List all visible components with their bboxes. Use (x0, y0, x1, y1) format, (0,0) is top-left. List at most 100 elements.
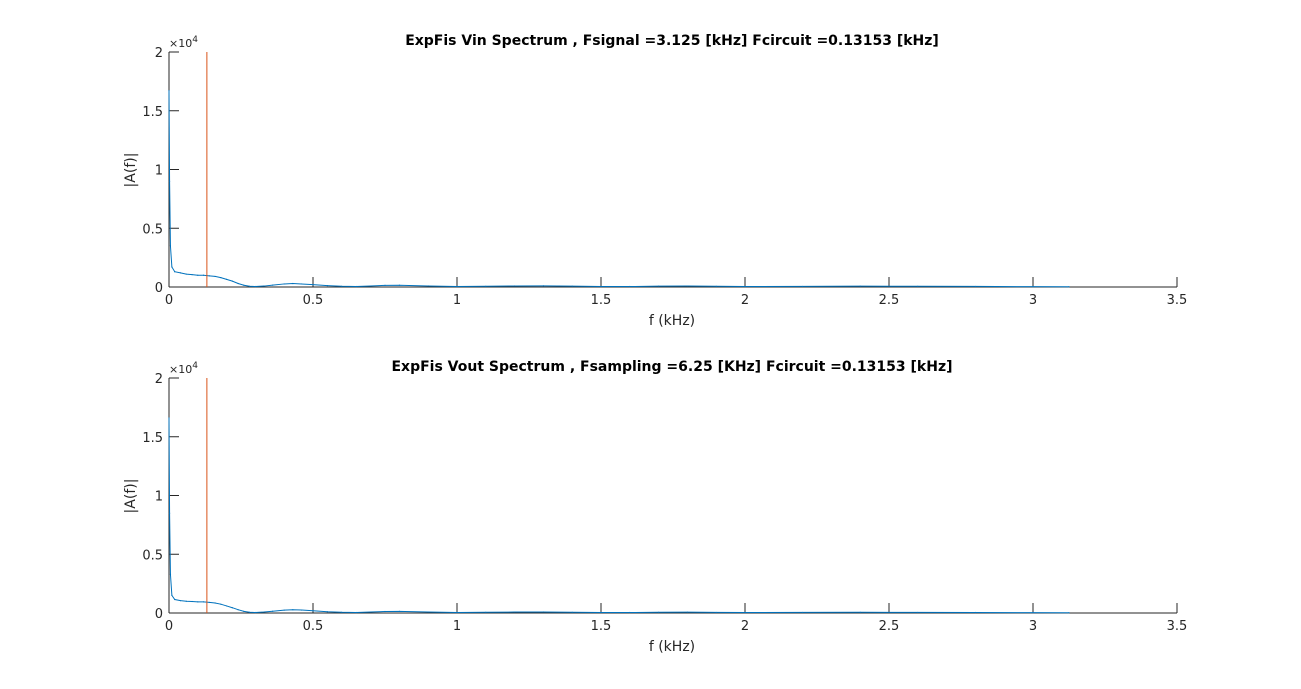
x-tick-label: 3.5 (1167, 293, 1188, 308)
spectrum-point (237, 609, 239, 611)
spectrum-point (398, 284, 400, 286)
spectrum-point (168, 512, 171, 514)
x-tick-label: 1.5 (591, 619, 612, 634)
subplot-vout-ylabel: |A(f)| (123, 479, 139, 514)
spectrum-point (1032, 286, 1034, 288)
spectrum-point (169, 573, 172, 575)
spectrum-point (202, 274, 205, 276)
spectrum-point (1068, 286, 1070, 288)
x-tick-label: 3.5 (1167, 619, 1188, 634)
spectrum-point (292, 282, 294, 285)
spectrum-point (341, 611, 343, 613)
spectrum-point (1032, 612, 1034, 614)
spectrum-point (744, 611, 746, 614)
subplot-vin-xlabel: f (kHz) (649, 313, 695, 329)
y-tick-label: 2 (155, 46, 163, 61)
spectrum-point (191, 600, 193, 603)
spectrum-point (974, 611, 977, 614)
subplot-vout-exponent-power: 4 (192, 361, 198, 371)
spectrum-point (629, 285, 631, 288)
x-tick-label: 1.5 (591, 293, 612, 308)
spectrum-point (231, 280, 233, 282)
spectrum-point (214, 602, 216, 604)
spectrum-point (283, 283, 285, 285)
spectrum-point (427, 285, 429, 287)
spectrum-point (370, 611, 372, 613)
spectrum-point (802, 611, 804, 614)
spectrum-point (456, 285, 458, 288)
spectrum-point (179, 272, 182, 274)
spectrum-point (427, 611, 429, 613)
spectrum-point (917, 285, 919, 287)
y-tick-label: 1 (155, 164, 163, 179)
spectrum-point (917, 611, 919, 614)
spectrum-point (272, 284, 274, 286)
spectrum-point (171, 266, 173, 268)
spectrum-point (168, 180, 171, 182)
spectrum-point (263, 611, 265, 613)
spectrum-point (249, 611, 251, 613)
spectrum-point (300, 609, 303, 611)
x-tick-label: 2 (741, 293, 749, 308)
spectrum-point (542, 611, 545, 613)
subplot-vin-exponent-power: 4 (192, 35, 198, 45)
spectrum-point (202, 601, 205, 603)
y-tick-label: 0.5 (142, 222, 163, 237)
subplot-vin-exponent-base: ×10 (169, 37, 192, 50)
subplot-vout-xlabel: f (kHz) (649, 639, 695, 655)
x-tick-label: 2.5 (879, 293, 900, 308)
spectrum-point (208, 275, 210, 277)
x-tick-label: 0.5 (303, 619, 324, 634)
spectrum-point (859, 611, 861, 613)
spectrum-point (542, 285, 545, 287)
spectrum-point (355, 611, 357, 614)
spectrum-point (341, 285, 343, 287)
y-tick-label: 1.5 (142, 105, 163, 120)
y-tick-label: 0.5 (142, 548, 163, 563)
spectrum-point (185, 273, 187, 275)
x-tick-label: 1 (453, 293, 461, 308)
spectrum-point (169, 245, 172, 247)
spectrum-point (326, 284, 328, 287)
x-tick-label: 3 (1029, 293, 1037, 308)
y-tick-label: 0 (155, 607, 163, 622)
spectrum-point (485, 285, 487, 287)
spectrum-point (254, 285, 256, 288)
spectrum-point (312, 610, 314, 612)
spectrum-point (600, 611, 602, 614)
spectrum-point (220, 277, 222, 279)
subplot-vout-plot: 0 0.5 1 1.5 2 2.5 3 3.5 0 0.5 1 1.5 2 (142, 372, 1187, 634)
spectrum-point (715, 611, 717, 614)
spectrum-point (220, 603, 222, 605)
spectrum-point (658, 611, 660, 613)
spectrum-point (191, 274, 193, 276)
spectrum-point (214, 275, 216, 278)
spectrum-point (514, 285, 516, 287)
spectrum-point (197, 601, 199, 603)
spectrum-point (243, 284, 245, 286)
spectrum-point (243, 610, 245, 612)
spectrum-point (272, 610, 274, 612)
subplot-vin: ExpFis Vin Spectrum , Fsignal =3.125 [kH… (123, 33, 1187, 329)
spectrum-point (1068, 612, 1070, 614)
x-tick-label: 0 (165, 293, 173, 308)
subplot-vout-title: ExpFis Vout Spectrum , Fsampling =6.25 [… (391, 359, 952, 375)
spectrum-point (254, 611, 256, 614)
spectrum-point (571, 285, 573, 287)
spectrum-point (226, 605, 228, 607)
spectrum-point (398, 610, 400, 612)
x-tick-label: 3 (1029, 619, 1037, 634)
spectrum-point (658, 285, 660, 287)
spectrum-point (292, 609, 294, 611)
y-tick-label: 2 (155, 372, 163, 387)
y-tick-label: 1.5 (142, 431, 163, 446)
subplot-vout: ExpFis Vout Spectrum , Fsampling =6.25 [… (123, 359, 1187, 655)
subplot-vin-title: ExpFis Vin Spectrum , Fsignal =3.125 [kH… (405, 33, 939, 49)
spectrum-point (485, 611, 487, 613)
x-tick-label: 0.5 (303, 293, 324, 308)
spectrum-point (185, 600, 187, 602)
spectrum-point (384, 610, 386, 613)
spectrum-point (686, 285, 689, 287)
